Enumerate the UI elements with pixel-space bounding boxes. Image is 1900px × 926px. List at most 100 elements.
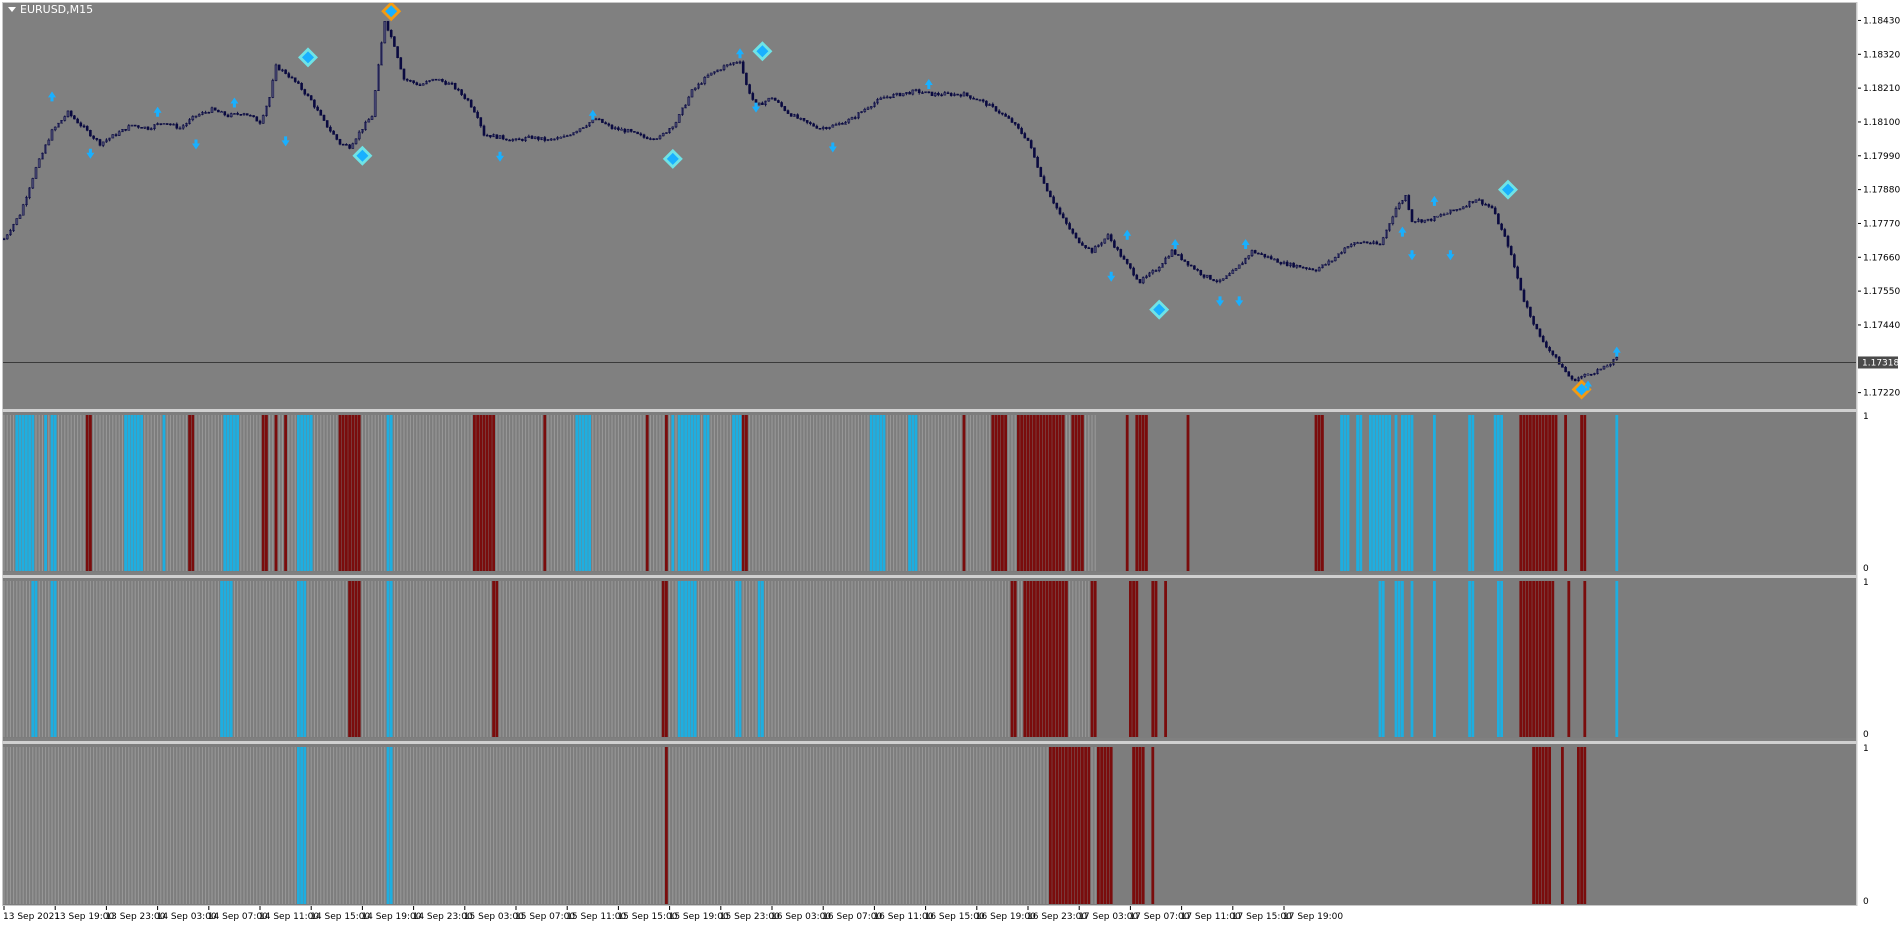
top-border [0, 0, 1900, 2]
buy-signal-bar [671, 415, 675, 571]
buy-signal-bar [908, 415, 911, 571]
sell-signal-bar [265, 415, 268, 571]
time-tick-label: 16 Sep 11:00 [873, 912, 933, 922]
time-tick-label: 17 Sep 07:00 [1129, 912, 1189, 922]
buy-signal-bar [1615, 581, 1619, 737]
sell-signal-bar [188, 415, 191, 571]
buy-signal-bar [1407, 415, 1411, 571]
sell-signal-bar [1045, 415, 1049, 571]
sell-signal-bar [1026, 415, 1030, 571]
buy-signal-bar [137, 415, 140, 571]
buy-signal-bar [1394, 415, 1398, 571]
sell-signal-bar [1055, 747, 1059, 904]
buy-signal-bar [735, 581, 739, 737]
sell-signal-bar [745, 415, 748, 571]
buy-signal-bar [911, 415, 915, 571]
arrow-down-icon [1408, 250, 1416, 261]
price-tick-label: 1.17770 [1863, 219, 1900, 229]
sell-signal-bar [1065, 747, 1068, 904]
price-tick-label: 1.18210 [1863, 84, 1900, 94]
buy-signal-bar [233, 415, 236, 571]
sell-signal-bar [1029, 581, 1033, 737]
diamond-core [1575, 383, 1588, 396]
buy-signal-bar [1343, 415, 1347, 571]
sell-signal-bar [1132, 747, 1135, 904]
buy-signal-bar [1385, 415, 1388, 571]
sell-signal-bar [85, 415, 89, 571]
sell-signal-bar [1138, 415, 1142, 571]
diamond-core [385, 5, 398, 18]
time-tick-label: 13 Sep 2021 [3, 912, 60, 922]
time-tick-label: 14 Sep 03:00 [157, 912, 217, 922]
sell-signal-bar [1529, 415, 1532, 571]
sell-signal-bar [341, 415, 345, 571]
buy-signal-bar [690, 581, 694, 737]
sell-signal-bar [1084, 747, 1087, 904]
sell-signal-bar [1551, 415, 1555, 571]
sell-signal-bar [1125, 415, 1129, 571]
arrow-up-icon [1584, 380, 1592, 391]
neutral-bars [3, 747, 1096, 904]
buy-signal-bar [229, 415, 233, 571]
buy-signal-bar [1401, 581, 1404, 737]
sell-signal-bar [994, 415, 998, 571]
buy-signal-bar [1468, 581, 1471, 737]
subwindow-bg [3, 578, 1856, 738]
arrow-down-icon [86, 148, 95, 159]
buy-signal-bar [306, 415, 310, 571]
sell-signal-bar [1068, 747, 1071, 904]
sell-signal-bar [1548, 581, 1551, 737]
sell-signal-bar [485, 415, 489, 571]
buy-signal-bar [588, 415, 591, 571]
triangle-down-icon[interactable] [8, 7, 16, 12]
sell-signal-bar [1097, 747, 1100, 904]
sell-signal-bar [492, 581, 495, 737]
time-tick-label: 16 Sep 03:00 [771, 912, 831, 922]
price-tick-label: 1.18100 [1863, 118, 1900, 128]
arrow-up-icon [153, 106, 162, 117]
subwindow-separator[interactable] [2, 409, 1857, 412]
sell-signal-bar [1055, 581, 1059, 737]
time-tick-label: 15 Sep 15:00 [617, 912, 677, 922]
sell-signal-bar [1017, 415, 1020, 571]
sell-signal-bar [1538, 415, 1542, 571]
subwindow-separator[interactable] [2, 741, 1857, 744]
sell-signal-bar [495, 581, 499, 737]
buy-signal-bar [706, 415, 710, 571]
sell-signal-bar [645, 415, 649, 571]
sell-signal-bar [1077, 415, 1081, 571]
sell-signal-bar [357, 415, 361, 571]
sell-signal-bar [473, 415, 476, 571]
sell-signal-bar [1538, 747, 1542, 904]
sell-signal-bar [1561, 747, 1564, 904]
chart-title[interactable]: EURUSD,M15 [8, 3, 93, 16]
buy-signal-bar [297, 747, 300, 904]
sell-signal-bar [1071, 415, 1075, 571]
sell-signal-bar [1532, 747, 1535, 904]
time-tick-label: 15 Sep 03:00 [464, 912, 524, 922]
arrow-down-icon [752, 102, 760, 113]
arrow-up-icon [1171, 238, 1180, 249]
buy-signal-bar [21, 415, 25, 571]
buy-signal-bar [1410, 415, 1414, 571]
buy-signal-bar [1372, 415, 1375, 571]
sell-signal-bar [1129, 581, 1132, 737]
buy-signal-bar [44, 415, 47, 571]
subwindow-separator[interactable] [2, 575, 1857, 578]
buy-signal-bar [1394, 581, 1398, 737]
sell-signal-bar [1132, 581, 1135, 737]
sell-signal-bar [1103, 747, 1107, 904]
sell-signal-bar [665, 581, 668, 737]
buy-signal-bar [220, 581, 223, 737]
diamond-core [1502, 183, 1514, 196]
sell-signal-bar [1090, 581, 1094, 737]
buy-signal-bar [300, 581, 303, 737]
sell-signal-bar [1052, 747, 1055, 904]
sell-signal-bar [1074, 415, 1078, 571]
symbol-timeframe-label: EURUSD,M15 [20, 3, 94, 16]
sell-signal-bar [1058, 415, 1062, 571]
buy-signal-bar [684, 581, 687, 737]
